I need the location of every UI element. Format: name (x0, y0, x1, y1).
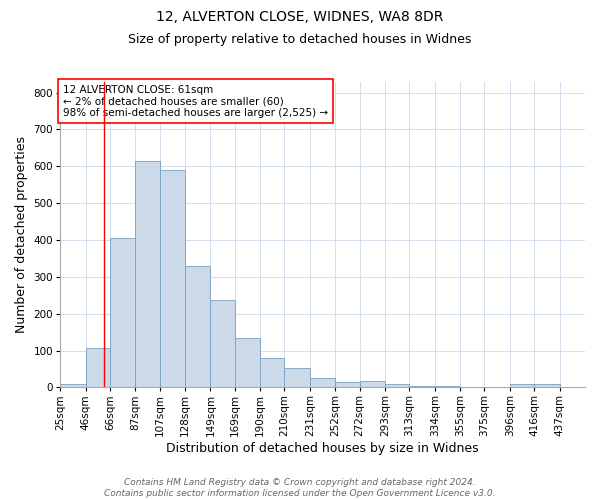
Bar (211, 300, 235, 388)
Text: 12 ALVERTON CLOSE: 61sqm
← 2% of detached houses are smaller (60)
98% of semi-de: 12 ALVERTON CLOSE: 61sqm ← 2% of detache… (63, 84, 328, 118)
Bar (534, 384, 560, 388)
Bar (185, 266, 211, 388)
Y-axis label: Number of detached properties: Number of detached properties (15, 136, 28, 333)
Bar (60, 384, 86, 388)
Text: Contains HM Land Registry data © Crown copyright and database right 2024.
Contai: Contains HM Land Registry data © Crown c… (104, 478, 496, 498)
Text: 12, ALVERTON CLOSE, WIDNES, WA8 8DR: 12, ALVERTON CLOSE, WIDNES, WA8 8DR (157, 10, 443, 24)
Bar (385, 384, 409, 388)
Bar (110, 238, 135, 388)
Bar (86, 348, 110, 388)
Bar (460, 386, 484, 388)
Bar (510, 384, 534, 388)
Bar (310, 378, 335, 388)
Bar (359, 380, 385, 388)
Bar (335, 382, 359, 388)
Bar (160, 170, 185, 388)
Text: Size of property relative to detached houses in Widnes: Size of property relative to detached ho… (128, 32, 472, 46)
Bar (235, 338, 260, 388)
Bar (284, 368, 310, 388)
Bar (409, 386, 434, 388)
X-axis label: Distribution of detached houses by size in Widnes: Distribution of detached houses by size … (166, 442, 479, 455)
Bar (135, 160, 160, 388)
Bar (260, 358, 284, 388)
Bar (434, 386, 460, 388)
